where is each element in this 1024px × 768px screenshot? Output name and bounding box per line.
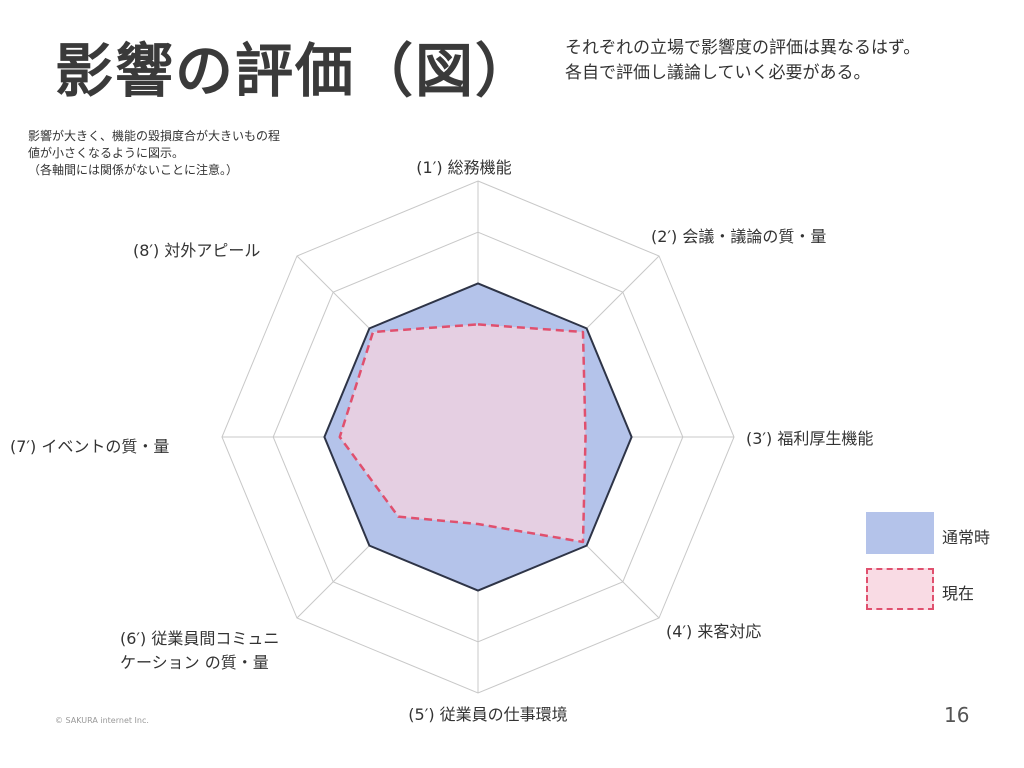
chart-note: 影響が大きく、機能の毀損度合が大きいもの程 値が小さくなるように図示。 （各軸間… (28, 128, 280, 179)
axis-label: (5′) 従業員の仕事環境 (408, 705, 567, 724)
axis-label-line: (1′) 総務機能 (416, 158, 511, 177)
description-line: それぞれの立場で影響度の評価は異なるはず。 (565, 38, 921, 58)
description-line: 各自で評価し議論していく必要がある。 (565, 63, 871, 83)
note-line: （各軸間には関係がないことに注意。） (28, 163, 239, 177)
note-line: 値が小さくなるように図示。 (28, 146, 185, 160)
legend-item-normal: 通常時 (866, 512, 1006, 556)
axis-label-line: (5′) 従業員の仕事環境 (408, 705, 567, 724)
legend-label: 通常時 (942, 528, 991, 547)
copyright: © SAKURA internet Inc. (55, 716, 149, 725)
axis-label: (6′) 従業員間コミュニケーション の質・量 (120, 629, 279, 672)
legend-label: 現在 (942, 584, 975, 603)
legend-item-current: 現在 (866, 568, 1006, 612)
axis-label: (7′) イベントの質・量 (10, 437, 169, 456)
axis-label: (4′) 来客対応 (666, 622, 761, 641)
radar-series (323, 282, 633, 592)
axis-label: (2′) 会議・議論の質・量 (651, 227, 826, 246)
note-line: 影響が大きく、機能の毀損度合が大きいもの程 (28, 129, 281, 143)
axis-label-line: ケーション の質・量 (120, 653, 269, 672)
axis-label: (3′) 福利厚生機能 (746, 429, 873, 448)
axis-label-line: (6′) 従業員間コミュニ (120, 629, 279, 648)
legend-swatch-current (866, 568, 934, 610)
axis-label-line: (7′) イベントの質・量 (10, 437, 169, 456)
axis-label-line: (3′) 福利厚生機能 (746, 429, 873, 448)
legend-swatch-normal (866, 512, 934, 554)
axis-label: (1′) 総務機能 (416, 158, 511, 177)
axis-labels: (1′) 総務機能 (2′) 会議・議論の質・量 (3′) 福利厚生機能 (4′) 来… (10, 158, 873, 724)
axis-label-line: (2′) 会議・議論の質・量 (651, 227, 826, 246)
page-title: 影響の評価（図） (55, 37, 536, 105)
axis-label: (8′) 対外アピール (133, 241, 260, 260)
axis-label-line: (8′) 対外アピール (133, 241, 260, 260)
axis-label-line: (4′) 来客対応 (666, 622, 761, 641)
series-polygon-current (338, 323, 587, 544)
page-number: 16 (944, 703, 970, 727)
page-description: それぞれの立場で影響度の評価は異なるはず。 各自で評価し議論していく必要がある。 (565, 36, 920, 86)
